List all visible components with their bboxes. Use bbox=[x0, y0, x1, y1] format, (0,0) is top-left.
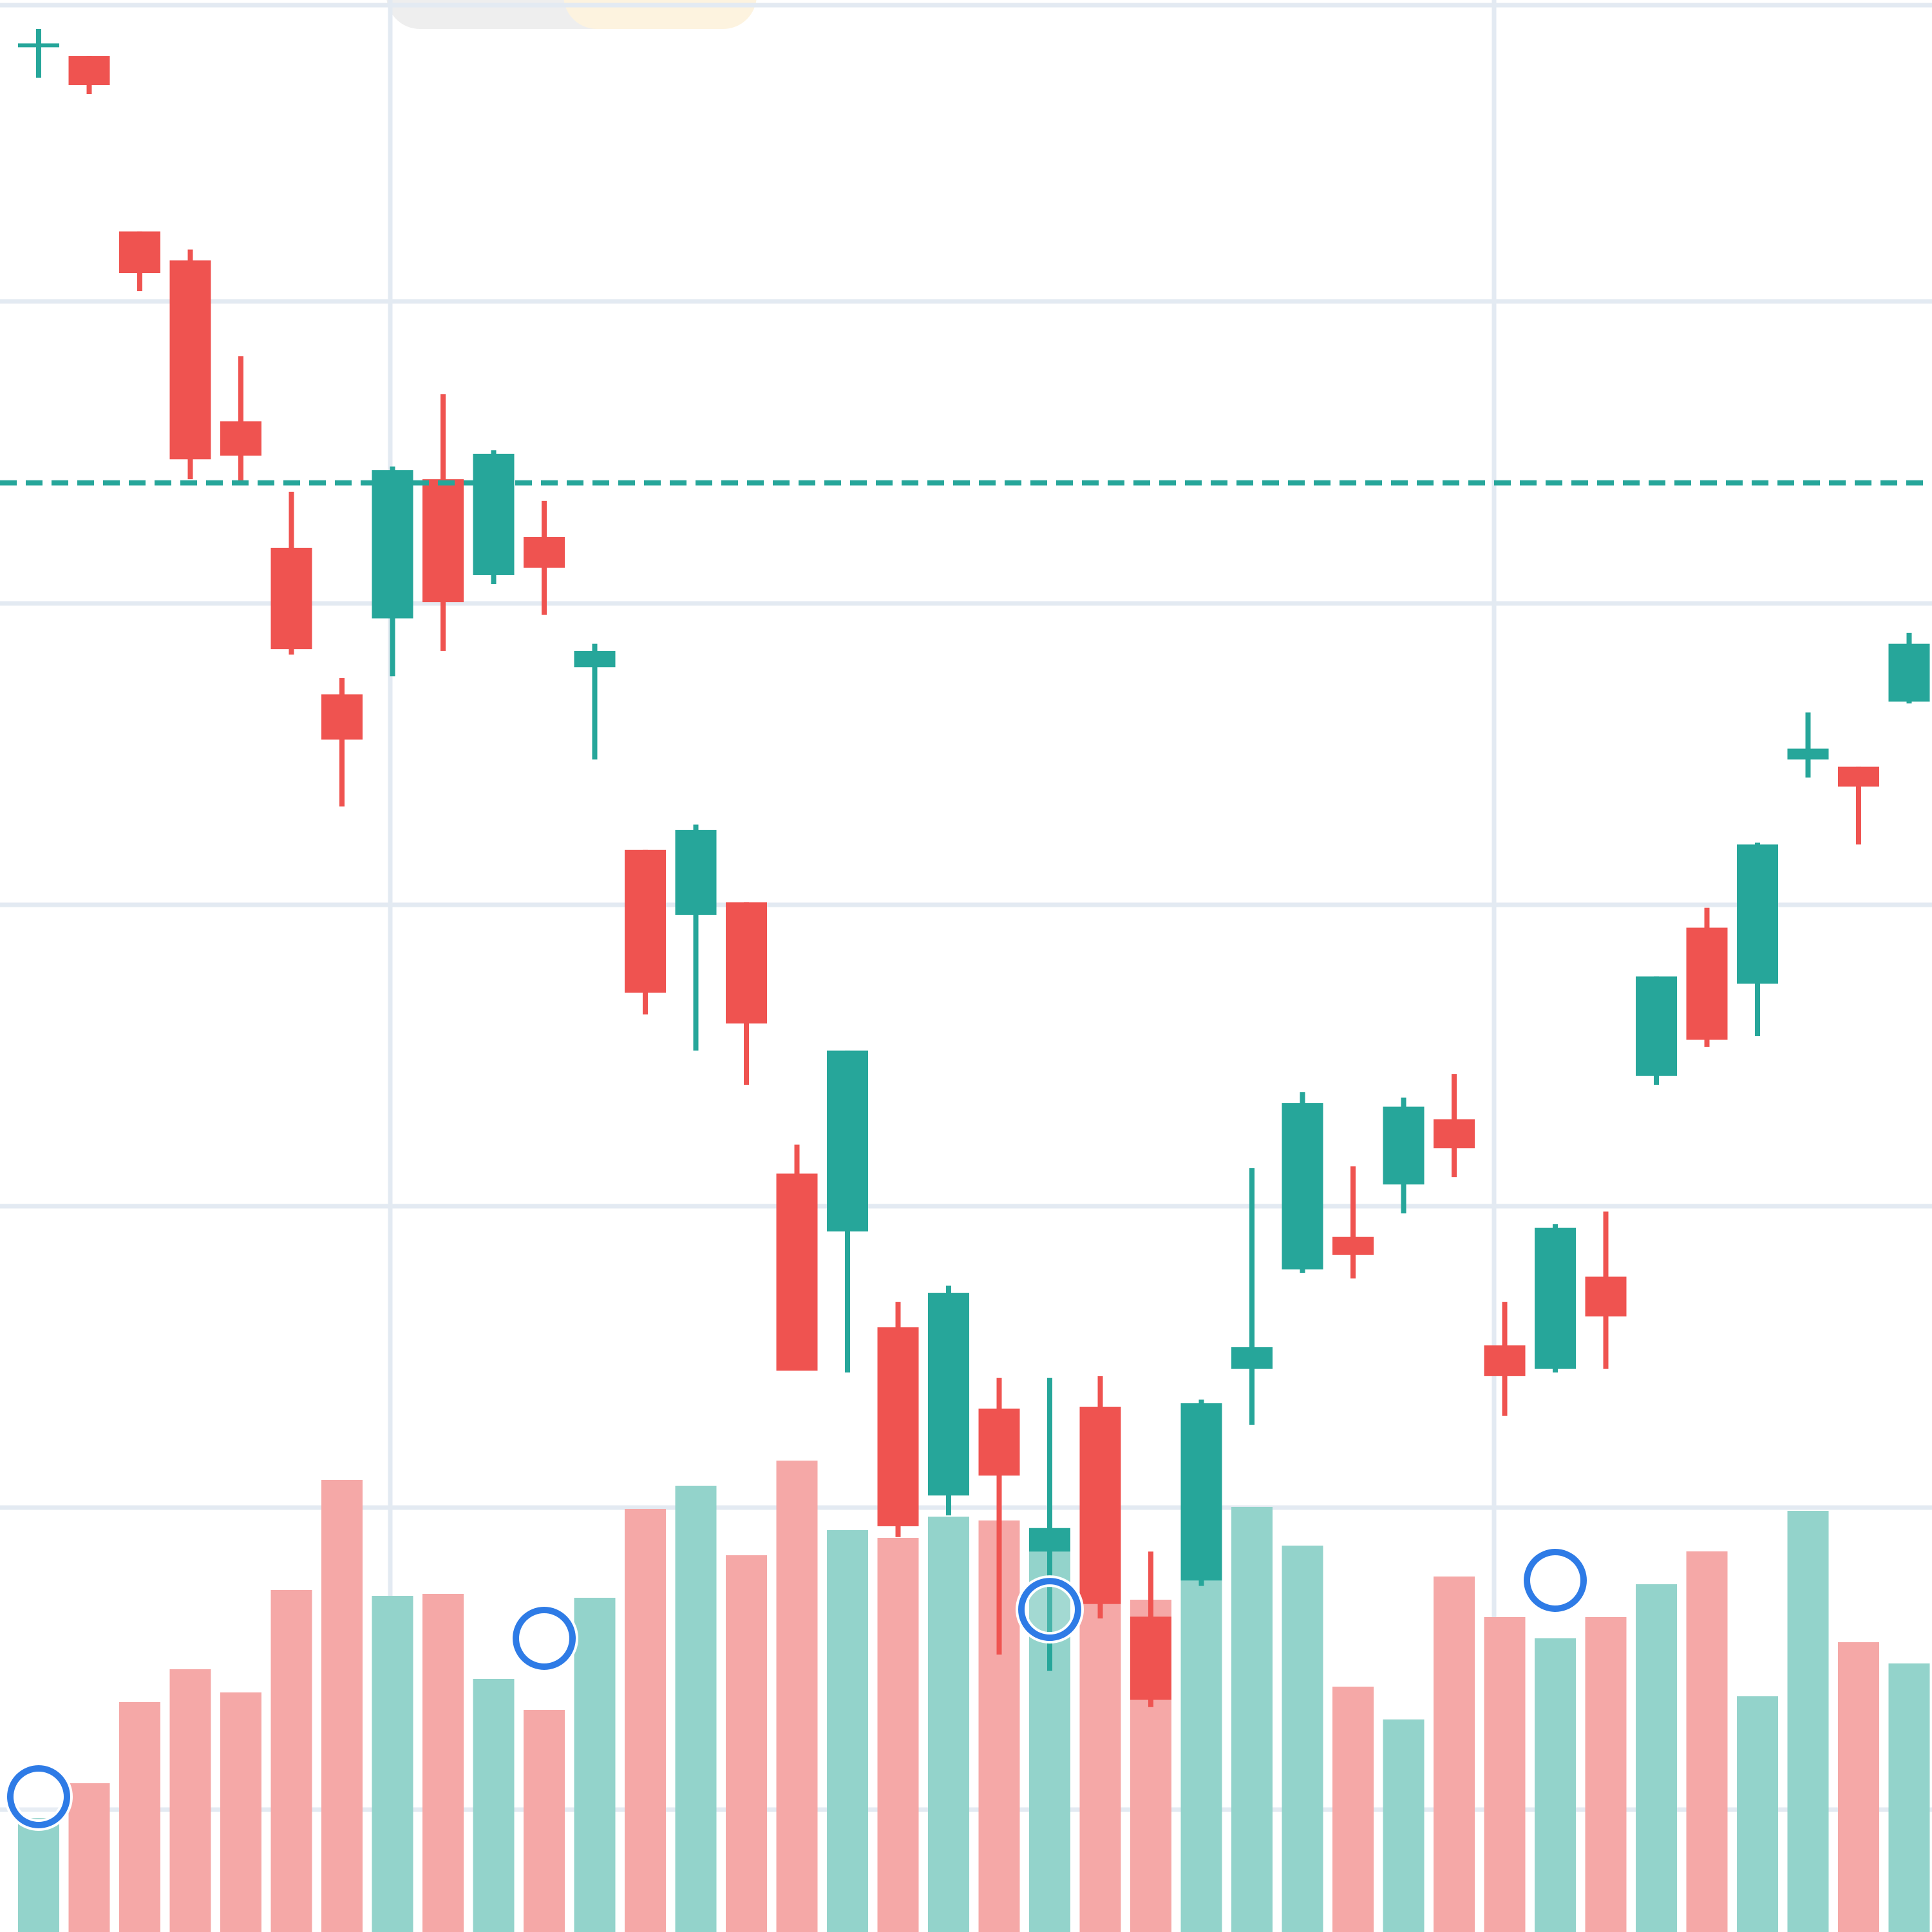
candle-body bbox=[270, 547, 312, 650]
volume-bar bbox=[726, 1555, 767, 1932]
volume-bar bbox=[1434, 1577, 1475, 1932]
candlestick-series bbox=[18, 28, 1930, 1707]
candle-body bbox=[1484, 1345, 1526, 1376]
candle-body bbox=[524, 536, 565, 568]
candle-wick bbox=[1047, 1378, 1052, 1671]
candle-body bbox=[422, 479, 464, 603]
volume-bar bbox=[422, 1594, 464, 1932]
candle-body bbox=[68, 56, 110, 85]
series-marker bbox=[1524, 1549, 1587, 1612]
series-marker bbox=[1018, 1578, 1081, 1642]
volume-bar bbox=[625, 1509, 666, 1932]
volume-bar bbox=[675, 1486, 717, 1932]
candle-body bbox=[978, 1408, 1020, 1476]
series-marker bbox=[513, 1607, 576, 1670]
volume-bar bbox=[321, 1480, 363, 1932]
candle-body bbox=[1231, 1347, 1273, 1369]
volume-bar bbox=[877, 1538, 919, 1932]
candle-body bbox=[1079, 1406, 1121, 1604]
candle-body bbox=[877, 1327, 919, 1526]
volume-bar bbox=[776, 1461, 818, 1932]
candle-wick bbox=[36, 28, 41, 78]
candle-body bbox=[1737, 844, 1778, 984]
volume-bar bbox=[1484, 1617, 1526, 1932]
candle-wick bbox=[1856, 766, 1861, 845]
series-marker bbox=[7, 1765, 70, 1828]
volume-bar bbox=[473, 1679, 515, 1932]
candle-body bbox=[1686, 927, 1728, 1040]
candle-body bbox=[827, 1050, 868, 1232]
candle-body bbox=[1787, 748, 1829, 760]
volume-bar bbox=[1838, 1642, 1879, 1932]
candle-body bbox=[574, 650, 616, 668]
candle-body bbox=[1130, 1616, 1171, 1700]
candle-body bbox=[928, 1293, 969, 1496]
candle-body bbox=[776, 1173, 818, 1371]
volume-bar bbox=[119, 1702, 160, 1932]
candle-body bbox=[1636, 976, 1677, 1076]
volume-bar bbox=[524, 1710, 565, 1932]
candle-wick bbox=[1249, 1168, 1255, 1425]
volume-bar bbox=[827, 1530, 868, 1932]
candle-body bbox=[119, 231, 160, 274]
volume-bar bbox=[574, 1598, 616, 1932]
volume-bar bbox=[372, 1596, 413, 1932]
volume-bar bbox=[270, 1590, 312, 1932]
candle-body bbox=[1282, 1103, 1323, 1270]
volume-bar bbox=[1585, 1617, 1627, 1932]
candle-wick bbox=[996, 1378, 1002, 1655]
volume-bar bbox=[1231, 1507, 1273, 1932]
candle-wick bbox=[238, 356, 243, 485]
marker-layer bbox=[5, 1546, 1589, 1831]
candle-wick bbox=[1805, 712, 1811, 778]
candle-body bbox=[1180, 1403, 1222, 1581]
candle-body bbox=[321, 694, 363, 740]
volume-bar bbox=[169, 1669, 211, 1932]
volume-bar bbox=[1737, 1696, 1778, 1932]
candle-wick bbox=[693, 824, 699, 1051]
volume-bar bbox=[928, 1517, 969, 1932]
volume-bar bbox=[1383, 1719, 1425, 1932]
candle-body bbox=[1029, 1528, 1070, 1552]
volume-bar bbox=[1888, 1663, 1930, 1932]
candle-wick bbox=[339, 678, 345, 807]
candle-body bbox=[1585, 1276, 1627, 1317]
candle-body bbox=[625, 849, 666, 993]
volume-bar bbox=[1686, 1551, 1728, 1932]
volume-bar bbox=[1332, 1687, 1374, 1932]
candle-body bbox=[1888, 643, 1930, 702]
candle-body bbox=[675, 829, 717, 915]
candle-body bbox=[1535, 1227, 1576, 1369]
candle-body bbox=[169, 260, 211, 460]
candle-wick bbox=[1350, 1166, 1356, 1279]
candle-body bbox=[220, 421, 261, 456]
candle-body bbox=[473, 453, 515, 575]
volume-bar bbox=[1180, 1553, 1222, 1932]
candle-body bbox=[1838, 766, 1879, 787]
candle-body bbox=[372, 470, 413, 619]
volume-bar bbox=[1787, 1511, 1829, 1932]
volume-bar bbox=[68, 1783, 110, 1932]
candle-body bbox=[1383, 1106, 1425, 1185]
candle-body bbox=[1332, 1236, 1374, 1255]
volume-bar bbox=[1535, 1638, 1576, 1932]
volume-bar bbox=[18, 1818, 59, 1932]
candle-wick bbox=[592, 643, 598, 760]
volume-bar bbox=[1282, 1546, 1323, 1932]
candle-body bbox=[1434, 1119, 1475, 1149]
volume-bar bbox=[1636, 1584, 1677, 1932]
volume-bar bbox=[220, 1692, 261, 1932]
candle-body bbox=[726, 902, 767, 1024]
candle-body bbox=[18, 43, 59, 48]
